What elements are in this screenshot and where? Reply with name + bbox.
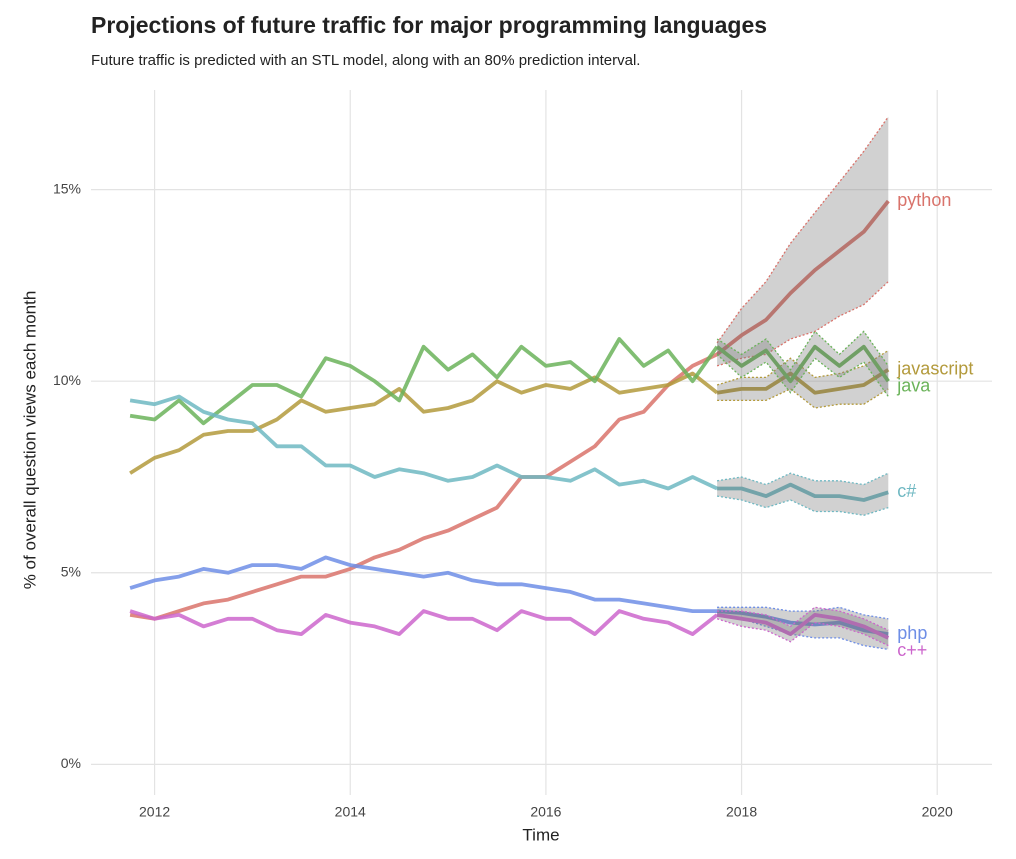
band-upper-edge: [717, 606, 889, 631]
prediction-band: [717, 607, 889, 650]
chart-subtitle: Future traffic is predicted with an STL …: [91, 52, 640, 69]
forecast-line: [716, 613, 890, 640]
series-label: c++: [897, 640, 927, 660]
prediction-band: [717, 331, 889, 397]
lines: [129, 116, 890, 651]
series-label: python: [897, 190, 951, 210]
band-lower-edge: [716, 495, 889, 516]
y-tick-label: 10%: [53, 372, 81, 388]
prediction-band: [717, 350, 889, 408]
history-line: [129, 609, 719, 636]
history-line: [129, 352, 718, 621]
band-upper-edge: [716, 116, 889, 344]
y-axis-label: % of overall question views each month: [20, 291, 39, 590]
x-tick-label: 2020: [922, 804, 953, 820]
series-label: c#: [897, 481, 916, 501]
forecast-line: [716, 368, 890, 395]
y-tick-label: 5%: [61, 563, 81, 579]
band-lower-edge: [716, 281, 889, 367]
band-upper-edge: [717, 606, 889, 620]
forecast-line: [715, 199, 890, 356]
y-tick-label: 0%: [61, 755, 81, 771]
band-upper-edge: [716, 330, 889, 371]
history-line: [129, 394, 718, 491]
history-line: [129, 337, 719, 426]
forecast-line: [717, 482, 889, 502]
band-upper-edge: [717, 472, 889, 486]
series-label: php: [897, 623, 927, 643]
band-lower-edge: [716, 618, 889, 647]
history-line: [129, 555, 718, 613]
y-tick-label: 15%: [53, 180, 81, 196]
x-tick-label: 2012: [139, 804, 170, 820]
x-tick-label: 2016: [530, 804, 561, 820]
x-tick-label: 2018: [726, 804, 757, 820]
grid: 0% 5% 10% 15% 2012 2014 2016 2018 2020: [53, 90, 992, 820]
history-line: [129, 371, 719, 475]
series-label: java: [896, 375, 931, 395]
x-axis-label: Time: [522, 825, 559, 844]
band-upper-edge: [716, 349, 889, 386]
band-lower-edge: [717, 388, 889, 409]
prediction-band: [717, 116, 889, 366]
forecast-line: [715, 344, 890, 384]
series-label: javascript: [896, 358, 973, 378]
prediction-band: [717, 607, 889, 646]
prediction-band: [717, 473, 889, 516]
x-tick-label: 2014: [335, 804, 366, 820]
chart-title: Projections of future traffic for major …: [91, 12, 767, 38]
